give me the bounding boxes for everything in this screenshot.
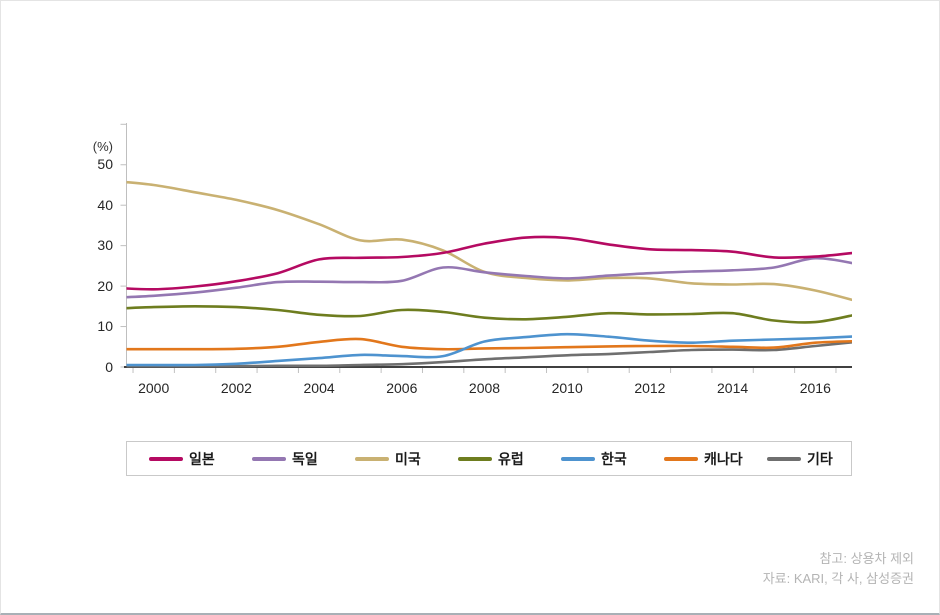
- x-axis-tick-label: 2004: [303, 380, 335, 396]
- legend-item: 유럽: [458, 449, 561, 469]
- legend-item: 기타: [767, 449, 870, 469]
- x-axis-tick-label: 2010: [551, 380, 583, 396]
- x-axis-tick-label: 2002: [220, 380, 252, 396]
- legend-swatch: [561, 456, 595, 461]
- x-axis-tick-label: 2014: [717, 380, 749, 396]
- legend-swatch: [355, 456, 389, 461]
- legend-item: 한국: [561, 449, 664, 469]
- legend-label: 미국: [395, 450, 421, 467]
- y-axis-tick-label: 10: [97, 318, 113, 335]
- legend-item: 캐나다: [664, 449, 767, 469]
- legend-swatch: [664, 456, 698, 461]
- legend-swatch: [252, 456, 286, 461]
- legend-label: 일본: [189, 450, 215, 467]
- x-axis-tick-label: 2012: [634, 380, 666, 396]
- legend-swatch: [767, 456, 801, 461]
- x-axis-tick-label: 2008: [468, 380, 501, 396]
- series-line-한국: [126, 332, 852, 367]
- x-axis-tick-label: 2000: [138, 380, 170, 396]
- legend-item: 독일: [252, 449, 355, 469]
- note-line: 참고: 상용차 제외: [819, 551, 914, 566]
- legend-label: 독일: [292, 450, 318, 467]
- y-axis-tick-label: 0: [105, 358, 113, 375]
- y-axis-tick-label: 20: [97, 277, 113, 294]
- x-axis-tick-label: 2006: [386, 380, 418, 396]
- legend-swatch: [458, 456, 492, 461]
- legend-swatch: [149, 456, 183, 461]
- note-line: 자료: KARI, 각 사, 삼성증권: [762, 571, 914, 586]
- legend-label: 캐나다: [704, 450, 743, 467]
- legend-label: 유럽: [498, 450, 524, 467]
- legend-label: 기타: [807, 450, 833, 467]
- legend-item: 일본: [149, 449, 252, 469]
- series-line-독일: [126, 256, 852, 299]
- y-axis-unit-label: (%): [92, 139, 113, 154]
- y-axis-tick-label: 40: [97, 196, 113, 213]
- y-axis-tick-label: 50: [97, 156, 113, 173]
- series-line-기타: [126, 341, 852, 368]
- y-axis-tick-label: 30: [97, 237, 113, 254]
- series-line-일본: [126, 235, 852, 291]
- legend: 일본 독일 미국 유럽 한국 캐나다 기타: [126, 441, 852, 476]
- legend-item: 미국: [355, 449, 458, 469]
- x-axis-tick-label: 2016: [799, 380, 831, 396]
- series-line-유럽: [126, 305, 852, 324]
- legend-label: 한국: [601, 450, 627, 467]
- source-note: 참고: 상용차 제외 자료: KARI, 각 사, 삼성증권: [763, 549, 914, 589]
- series-line-캐나다: [126, 337, 852, 351]
